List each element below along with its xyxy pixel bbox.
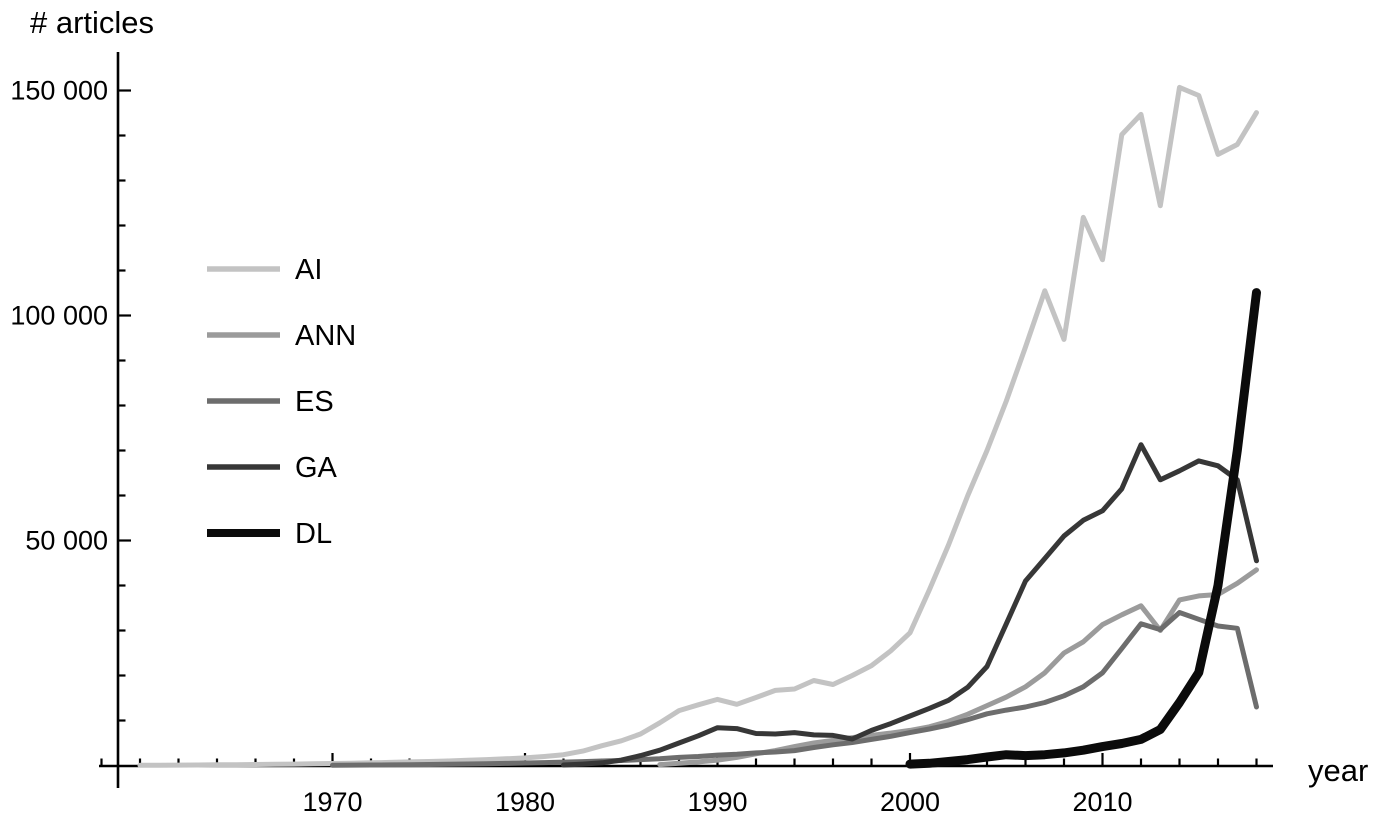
x-tick-labels: 1970 1980 1990 2000 2010	[302, 787, 1132, 816]
x-tick-label: 1970	[302, 787, 362, 816]
x-axis-title: year	[1308, 753, 1368, 788]
series-line-ai	[137, 84, 1259, 768]
legend-label-es: ES	[295, 386, 334, 418]
x-tick-label: 2000	[880, 787, 940, 816]
y-tick-label: 50 000	[25, 526, 108, 556]
series-line-es	[330, 610, 1259, 768]
y-tick-labels: 50 000 100 000 150 000	[10, 76, 108, 556]
y-tick-label: 150 000	[10, 76, 108, 106]
legend-label-dl: DL	[295, 518, 332, 550]
legend-label-ga: GA	[295, 452, 338, 484]
series-line-dl	[905, 288, 1261, 769]
series-line-ga	[561, 442, 1259, 768]
x-tick-label: 1990	[687, 787, 747, 816]
x-tick-label: 1980	[495, 787, 555, 816]
series-line-ann	[657, 567, 1259, 768]
y-ticks	[118, 89, 131, 722]
legend: AI ANN ES GA DL	[207, 254, 356, 550]
series-lines	[137, 84, 1261, 769]
legend-label-ai: AI	[295, 254, 322, 286]
legend-label-ann: ANN	[295, 320, 356, 352]
y-axis-title: # articles	[30, 5, 154, 40]
x-tick-label: 2010	[1072, 787, 1132, 816]
y-tick-label: 100 000	[10, 301, 108, 331]
